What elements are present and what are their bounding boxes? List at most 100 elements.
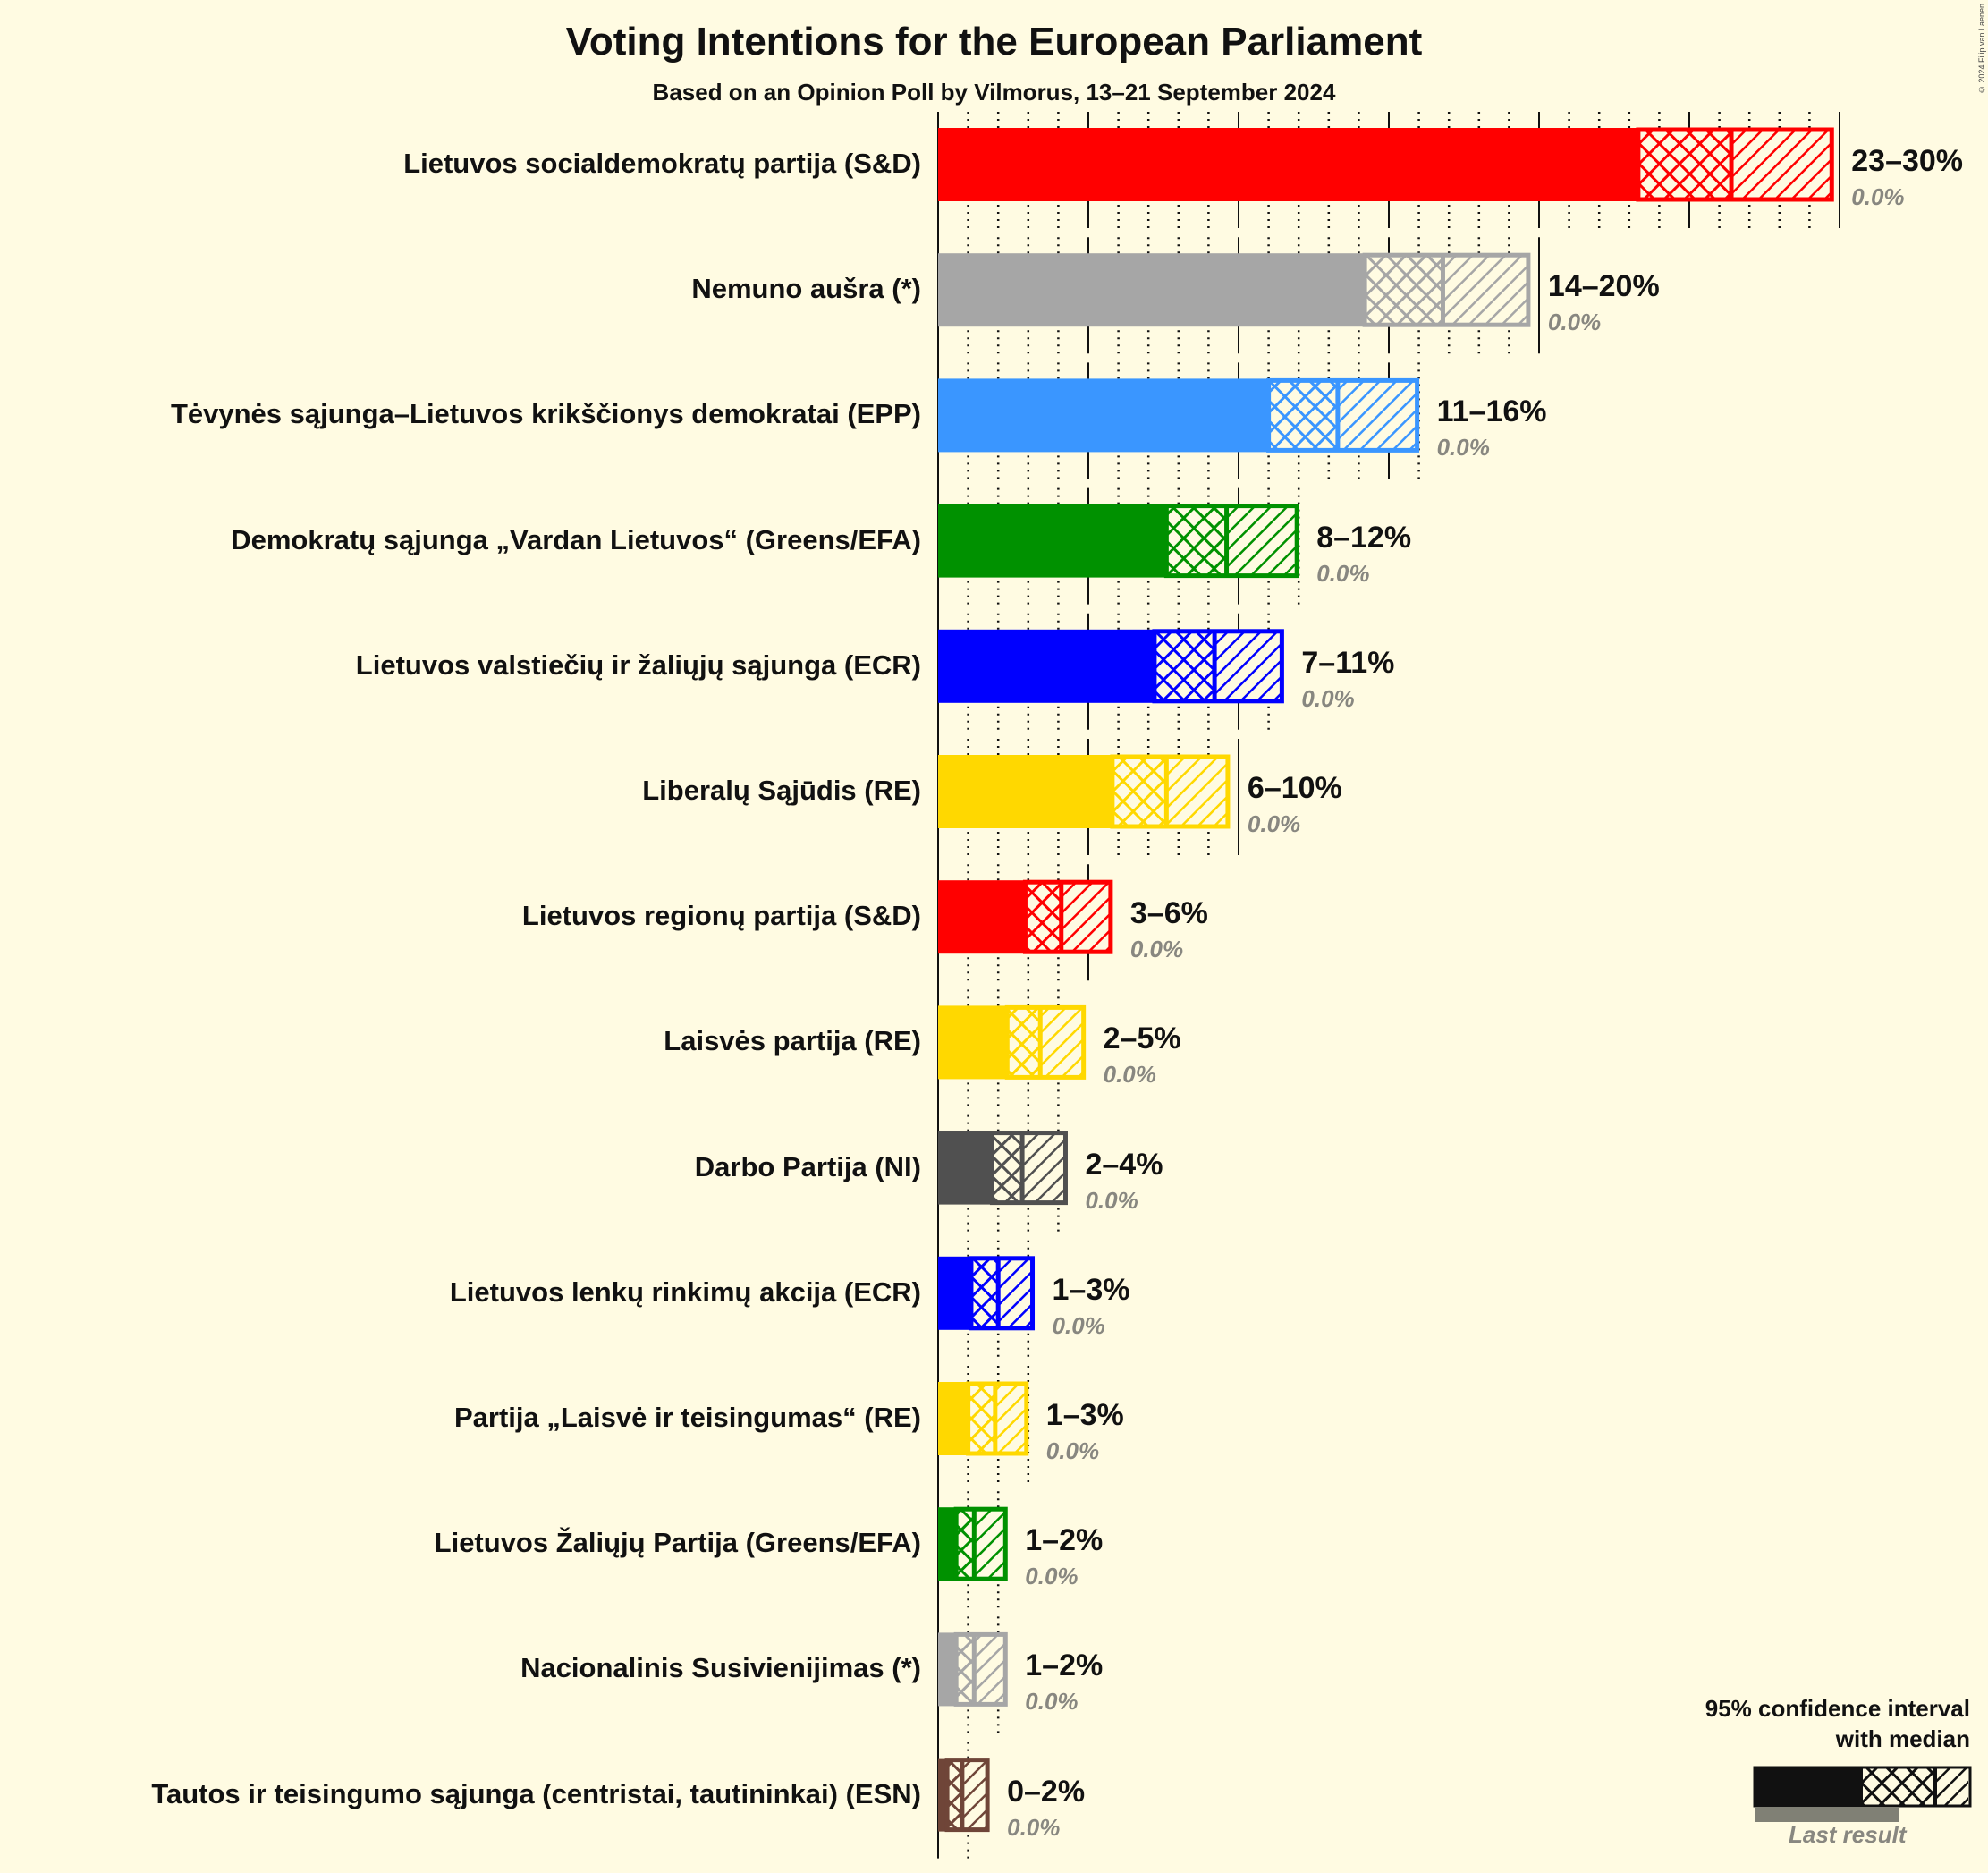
ci-lower-crosshatch — [956, 1635, 975, 1704]
bar-group — [938, 504, 1299, 579]
ci-upper-hatch — [974, 1635, 1005, 1704]
ci-range-label: 14–20% — [1547, 269, 1660, 304]
ci-lower-crosshatch — [1365, 256, 1443, 325]
bar-solid — [938, 1382, 969, 1455]
ci-range-label: 2–4% — [1085, 1147, 1163, 1182]
bar-group — [938, 1506, 1008, 1581]
ci-upper-hatch — [1731, 131, 1831, 199]
bar-group — [938, 629, 1284, 704]
ci-upper-hatch — [961, 1760, 987, 1829]
last-result-label: 0.0% — [1045, 1437, 1100, 1464]
ci-lower-crosshatch — [947, 1760, 962, 1829]
bar-solid — [938, 128, 1638, 201]
last-result-label: 0.0% — [1301, 684, 1355, 712]
party-label: Lietuvos lenkų rinkimų akcija (ECR) — [449, 1276, 921, 1308]
bar-group — [938, 127, 1834, 202]
ci-range-label: 2–5% — [1103, 1021, 1181, 1056]
ci-range-label: 1–3% — [1045, 1398, 1124, 1432]
party-label: Lietuvos Žaliųjų Partija (Greens/EFA) — [434, 1527, 921, 1559]
ci-range-label: 11–16% — [1436, 394, 1547, 429]
bar-solid — [938, 755, 1112, 828]
ci-upper-hatch — [1226, 506, 1297, 575]
party-label: Nacionalinis Susivienijimas (*) — [520, 1652, 921, 1684]
legend-line-1: 95% confidence interval — [1705, 1695, 1970, 1722]
chart-subtitle: Based on an Opinion Poll by Vilmorus, 13… — [652, 79, 1336, 106]
bar-group — [938, 252, 1531, 327]
ci-lower-crosshatch — [968, 1385, 995, 1453]
legend-last-result-label: Last result — [1789, 1821, 1907, 1848]
ci-upper-hatch — [998, 1259, 1032, 1327]
ci-lower-crosshatch — [1112, 758, 1167, 826]
last-result-label: 0.0% — [1436, 434, 1490, 462]
ci-upper-hatch — [1166, 758, 1227, 826]
last-result-label: 0.0% — [1316, 559, 1370, 587]
ci-range-label: 7–11% — [1301, 645, 1395, 680]
ci-lower-crosshatch — [1007, 1008, 1041, 1077]
ci-range-label: 1–2% — [1025, 1648, 1104, 1683]
ci-upper-hatch — [1061, 883, 1110, 952]
last-result-label: 0.0% — [1085, 1186, 1138, 1214]
bar-group — [938, 754, 1231, 829]
bar-solid — [938, 504, 1167, 578]
bar-solid — [938, 378, 1269, 453]
party-label: Tėvynės sąjunga–Lietuvos krikščionys dem… — [170, 398, 921, 430]
bar-solid — [938, 1131, 993, 1205]
party-label: Nemuno aušra (*) — [691, 273, 921, 305]
bar-solid — [938, 253, 1366, 327]
legend-title: 95% confidence interval with median — [1705, 1693, 1970, 1754]
bar-solid — [938, 1507, 957, 1581]
last-result-label: 0.0% — [1851, 183, 1905, 210]
ci-upper-hatch — [1337, 381, 1417, 450]
party-label: Lietuvos socialdemokratų partija (S&D) — [403, 148, 921, 179]
ci-range-label: 23–30% — [1851, 144, 1964, 178]
last-result-label: 0.0% — [1052, 1311, 1105, 1339]
ci-lower-crosshatch — [1268, 381, 1338, 450]
last-result-label: 0.0% — [1025, 1563, 1079, 1590]
party-label: Laisvės partija (RE) — [664, 1025, 921, 1057]
party-label: Liberalų Sąjūdis (RE) — [642, 775, 921, 806]
ci-lower-crosshatch — [956, 1510, 975, 1579]
bar-solid — [938, 1758, 948, 1832]
last-result-label: 0.0% — [1547, 309, 1602, 336]
party-label: Darbo Partija (NI) — [694, 1150, 921, 1182]
ci-lower-crosshatch — [1154, 631, 1215, 700]
ci-lower-crosshatch — [970, 1259, 999, 1327]
bar-solid — [938, 1256, 971, 1330]
last-result-label: 0.0% — [1129, 936, 1184, 963]
party-label: Lietuvos regionų partija (S&D) — [521, 900, 921, 932]
bar-group — [938, 1758, 990, 1833]
ci-range-label: 3–6% — [1129, 896, 1208, 931]
ci-upper-hatch — [1040, 1008, 1083, 1077]
ci-lower-crosshatch — [992, 1133, 1023, 1202]
ci-upper-hatch — [1022, 1133, 1065, 1202]
last-result-label: 0.0% — [1007, 1813, 1061, 1841]
legend-line-2: with median — [1835, 1725, 1970, 1752]
ci-upper-hatch — [1442, 256, 1527, 325]
bar-solid — [938, 629, 1155, 703]
bar-solid — [938, 880, 1026, 954]
legend-swatch — [1753, 1766, 1972, 1822]
ci-range-label: 1–3% — [1052, 1272, 1130, 1307]
ci-lower-crosshatch — [1025, 883, 1062, 952]
last-result-label: 0.0% — [1025, 1688, 1079, 1716]
bar-group — [938, 1381, 1029, 1456]
bar-group — [938, 1631, 1008, 1707]
bar-group — [938, 1256, 1036, 1331]
ci-range-label: 0–2% — [1007, 1774, 1086, 1809]
ci-upper-hatch — [994, 1385, 1026, 1453]
party-label: Partija „Laisvė ir teisingumas“ (RE) — [453, 1402, 921, 1433]
bar-solid — [938, 1005, 1008, 1080]
ci-lower-crosshatch — [1637, 131, 1732, 199]
bar-solid — [938, 1632, 957, 1707]
ci-lower-crosshatch — [1166, 506, 1227, 575]
party-label: Demokratų sąjunga „Vardan Lietuvos“ (Gre… — [231, 523, 921, 555]
bar-group — [938, 879, 1113, 954]
ci-range-label: 6–10% — [1247, 771, 1342, 805]
bar-group — [938, 1131, 1068, 1206]
ci-range-label: 8–12% — [1316, 520, 1412, 555]
party-label: Tautos ir teisingumo sąjunga (centristai… — [151, 1777, 921, 1809]
ci-range-label: 1–2% — [1025, 1523, 1104, 1558]
bar-group — [938, 377, 1420, 453]
chart-title: Voting Intentions for the European Parli… — [565, 20, 1423, 64]
